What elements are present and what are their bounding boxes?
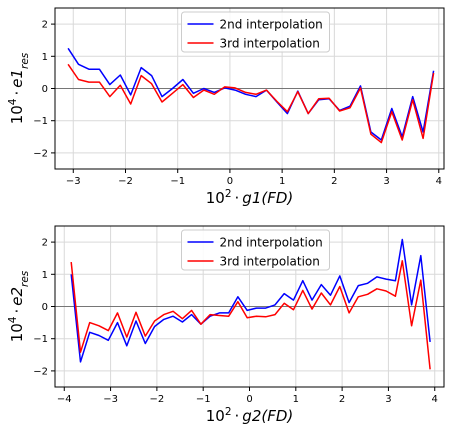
panel2-x-tick-label: −1 xyxy=(196,394,211,405)
panel2-y-tick-label: −2 xyxy=(33,366,48,377)
panel1-series-second-interp-line xyxy=(67,47,435,141)
panel2-y-axis-label: 104 · e2res xyxy=(7,270,31,342)
panel1-x-tick-label: 1 xyxy=(279,176,285,187)
panel1-x-tick-label: −2 xyxy=(118,176,133,187)
panel1-legend: 2nd interpolation 3rd interpolation xyxy=(181,11,330,53)
panel1-legend-label-second-interp: 2nd interpolation xyxy=(220,18,323,32)
panel2-series-second-interp-line xyxy=(70,238,431,363)
panel2-x-tick-label: 2 xyxy=(339,394,345,405)
panel1-legend-label-third-interp: 3rd interpolation xyxy=(220,37,320,51)
panel2-x-tick-label: 0 xyxy=(246,394,252,405)
panel1-y-tick-label: 2 xyxy=(42,20,48,31)
panel2-x-tick-label: −2 xyxy=(150,394,165,405)
panel1-y-tick-label: −2 xyxy=(33,148,48,159)
panel2-x-tick-label: −4 xyxy=(57,394,72,405)
panel2: −4 −3 −2 −1 0 1 2 3 4 −2 −1 0 1 2 102 · g2(FD) 104 · e2… xyxy=(7,225,445,425)
panel1-x-tick-label: −3 xyxy=(66,176,81,187)
panel2-x-axis-label: 102 · g2(FD) xyxy=(206,406,294,425)
panel2-series-third-interp-line xyxy=(70,260,431,370)
panel2-y-tick-label: 0 xyxy=(42,302,48,313)
panel1-y-tick-label: −1 xyxy=(33,116,48,127)
panel2-legend-label-second-interp: 2nd interpolation xyxy=(220,236,323,250)
panel2-legend: 2nd interpolation 3rd interpolation xyxy=(181,229,330,271)
panel2-legend-label-third-interp: 3rd interpolation xyxy=(220,255,320,269)
panel2-x-tick-label: 3 xyxy=(385,394,391,405)
panel1-x-tick-label: 3 xyxy=(383,176,389,187)
panel1-x-tick-label: −1 xyxy=(170,176,185,187)
panel2-legend-box xyxy=(181,229,330,271)
panel2-x-tick-label: 1 xyxy=(293,394,299,405)
panel1-y-tick-label: 0 xyxy=(42,84,48,95)
panel1-y-tick-label: 1 xyxy=(42,52,48,63)
panel1-x-axis-label: 102 · g1(FD) xyxy=(206,188,294,207)
panel1-series-third-interp-line xyxy=(67,63,435,144)
panel1-x-tick-label: 4 xyxy=(436,176,442,187)
panel2-y-tick-label: −1 xyxy=(33,334,48,345)
panel1-y-axis-label: 104 · e1res xyxy=(7,52,31,124)
panel2-y-tick-label: 1 xyxy=(42,270,48,281)
panel2-x-tick-label: 4 xyxy=(432,394,438,405)
panel1-x-tick-label: 2 xyxy=(331,176,337,187)
panel1-x-tick-label: 0 xyxy=(227,176,233,187)
panel1-legend-box xyxy=(181,11,330,53)
panel2-x-tick-label: −3 xyxy=(103,394,118,405)
panel2-y-tick-label: 2 xyxy=(42,238,48,249)
panel1: −3 −2 −1 0 1 2 3 4 −2 −1 0 1 2 102 · g1(FD) 104 · e1re… xyxy=(7,7,445,207)
